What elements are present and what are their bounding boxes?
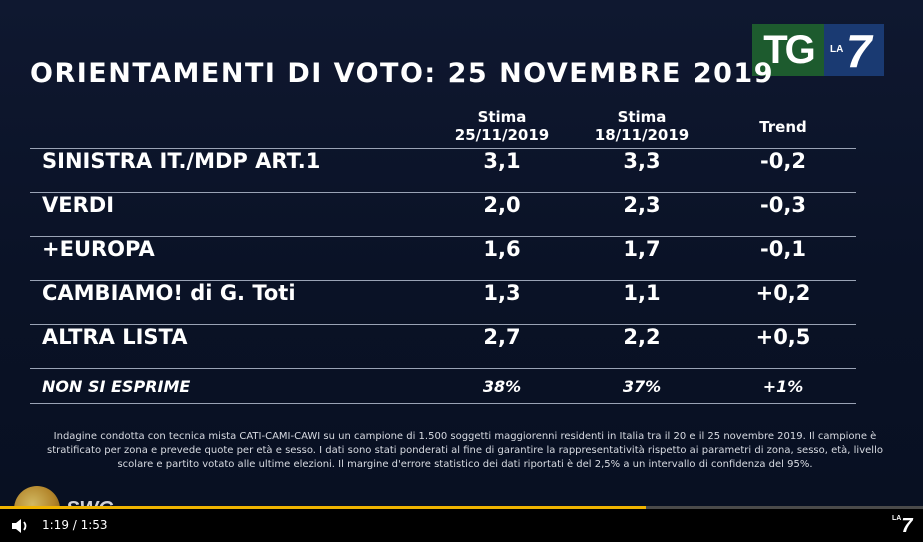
row-value-current: 2,0 — [483, 193, 521, 217]
header-trend: Trend — [759, 118, 807, 136]
video-frame: TG LA 7 ORIENTAMENTI DI VOTO: 25 NOVEMBR… — [0, 0, 923, 508]
table-row: SINISTRA IT./MDP ART.1 3,1 3,3 -0,2 — [30, 148, 856, 192]
swg-text: SWG — [66, 498, 114, 509]
header-col2-line2: 18/11/2019 — [594, 126, 690, 144]
swg-logo-icon — [14, 486, 60, 508]
row-label: SINISTRA IT./MDP ART.1 — [42, 149, 321, 173]
table-row: ALTRA LISTA 2,7 2,2 +0,5 — [30, 324, 856, 368]
row-value-previous: 1,1 — [623, 281, 661, 305]
row-value-current: 1,3 — [483, 281, 521, 305]
brand-seven: 7 — [901, 515, 913, 537]
logo-seven: 7 — [846, 25, 872, 77]
row-label: NON SI ESPRIME — [42, 377, 191, 396]
row-value-previous: 1,7 — [623, 237, 661, 261]
time-display: 1:19 / 1:53 — [42, 518, 108, 532]
row-value-previous: 2,2 — [623, 325, 661, 349]
row-trend: +0,2 — [755, 281, 811, 305]
volume-icon[interactable] — [10, 517, 30, 535]
row-value-current: 3,1 — [483, 149, 521, 173]
row-label: +EUROPA — [42, 237, 155, 261]
row-trend: +1% — [762, 377, 804, 396]
row-label: VERDI — [42, 193, 115, 217]
logo-la: LA — [830, 44, 844, 55]
header-col1-line1: Stima — [477, 108, 527, 126]
table-row: CAMBIAMO! di G. Toti 1,3 1,1 +0,2 — [30, 280, 856, 324]
logo-tg: TG — [752, 24, 824, 76]
la7-brand-icon[interactable]: LA7 — [892, 515, 912, 538]
progress-fill — [0, 506, 647, 509]
row-trend: -0,2 — [760, 149, 806, 173]
row-label: CAMBIAMO! di G. Toti — [42, 281, 296, 305]
row-trend: -0,1 — [760, 237, 806, 261]
header-col2: Stima 18/11/2019 — [572, 108, 712, 144]
row-value-previous: 2,3 — [623, 193, 661, 217]
methodology-footnote: Indagine condotta con tecnica mista CATI… — [47, 431, 883, 470]
row-value-previous: 37% — [622, 377, 662, 396]
swg-watermark: SWG — [14, 486, 114, 508]
row-value-current: 2,7 — [483, 325, 521, 349]
tg-la7-logo: TG LA 7 — [752, 24, 884, 77]
row-value-previous: 3,3 — [623, 149, 661, 173]
header-col2-line1: Stima — [617, 108, 667, 126]
player-controls: 1:19 / 1:53 LA7 — [0, 509, 923, 542]
logo-la7: LA 7 — [824, 24, 884, 77]
page-title: ORIENTAMENTI DI VOTO: 25 NOVEMBRE 2019 — [30, 58, 774, 89]
brand-small: LA — [892, 515, 902, 522]
header-col1-line2: 25/11/2019 — [454, 126, 550, 144]
row-trend: -0,3 — [760, 193, 806, 217]
row-value-current: 1,6 — [483, 237, 521, 261]
table-row: VERDI 2,0 2,3 -0,3 — [30, 192, 856, 236]
progress-bar[interactable] — [0, 506, 923, 509]
row-value-current: 38% — [482, 377, 522, 396]
table-row-no-opinion: NON SI ESPRIME 38% 37% +1% — [30, 368, 856, 404]
row-trend: +0,5 — [755, 325, 811, 349]
table-row: +EUROPA 1,6 1,7 -0,1 — [30, 236, 856, 280]
row-label: ALTRA LISTA — [42, 325, 188, 349]
header-col1: Stima 25/11/2019 — [432, 108, 572, 144]
